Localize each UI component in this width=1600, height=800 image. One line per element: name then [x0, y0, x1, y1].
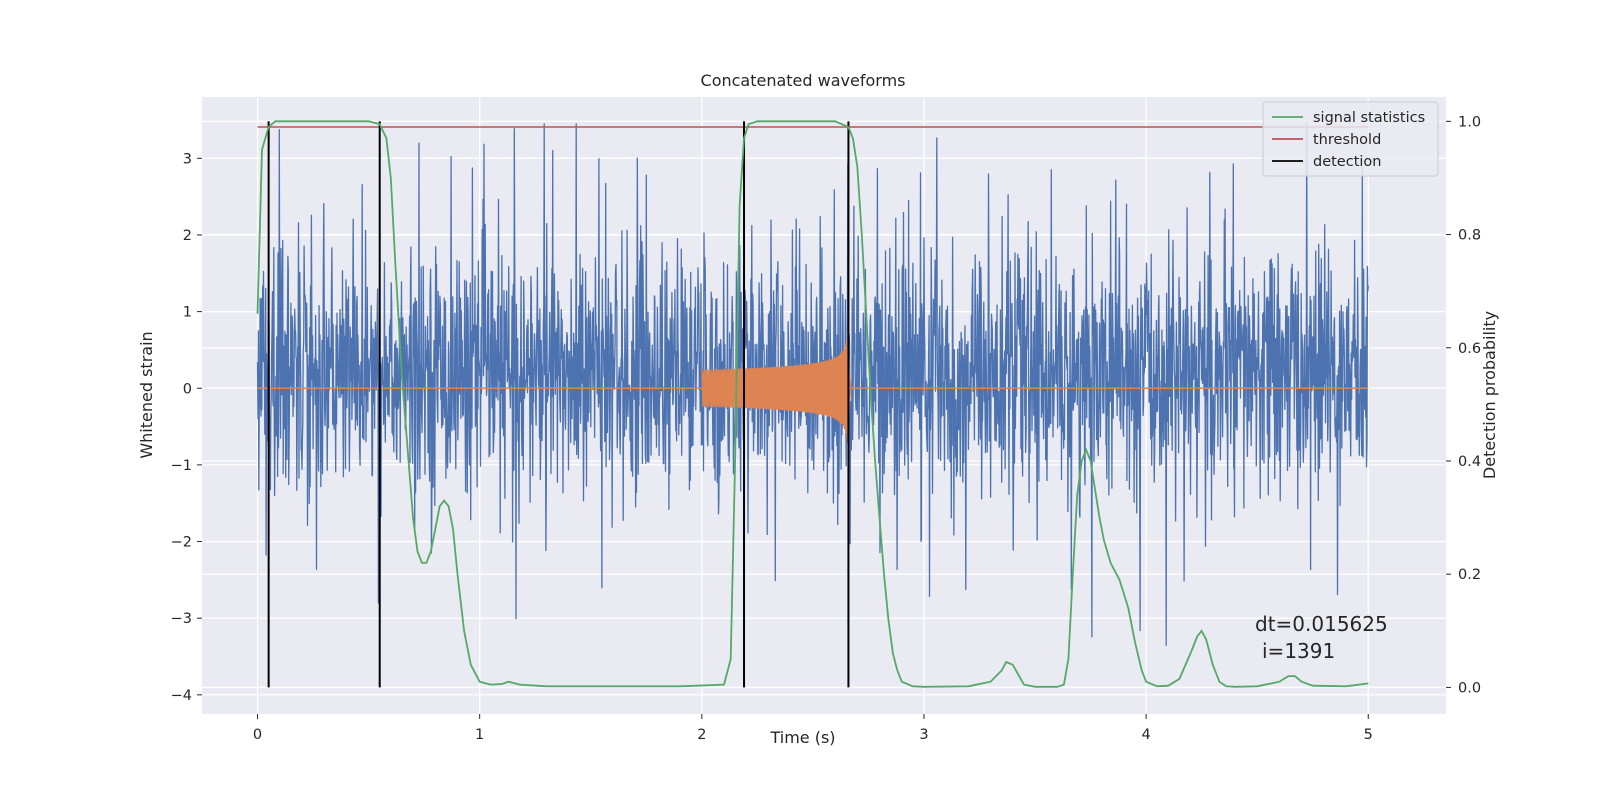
- data-layer: [256, 120, 1369, 688]
- x-tick-label: 2: [697, 727, 706, 743]
- x-tick-label: 1: [475, 727, 484, 743]
- y-tick-label: −1: [171, 458, 192, 474]
- x-tick-label: 5: [1364, 727, 1373, 743]
- y-tick-label: 1: [183, 305, 192, 321]
- signal-statistics-series: [256, 120, 1369, 688]
- y-tick-label: 3: [183, 151, 192, 167]
- detection-lines: [267, 121, 850, 688]
- strain-noise-series: [256, 123, 1369, 646]
- legend-label-signal-statistics: signal statistics: [1313, 110, 1425, 126]
- annotation-dt: dt=0.015625: [1255, 612, 1388, 636]
- y2-tick-label: 0.8: [1458, 228, 1481, 244]
- x-axis-label: Time (s): [769, 728, 835, 747]
- y-tick-label: 0: [183, 381, 192, 397]
- y-tick-label: −4: [171, 688, 192, 704]
- x-tick-label: 4: [1141, 727, 1150, 743]
- y2-tick-label: 0.0: [1458, 680, 1481, 696]
- y2-tick-label: 0.6: [1458, 341, 1481, 357]
- legend: signal statistics threshold detection: [1262, 101, 1439, 177]
- axis-ticks: 0 1 2 3 4 5 −4 −3 −2 −1 0 1 2 3 0.0 0.2 0.4 0.6 0.8 1.0: [171, 114, 1481, 743]
- x-tick-label: 0: [253, 727, 262, 743]
- annotation-index: i=1391: [1262, 639, 1335, 663]
- chart-title: Concatenated waveforms: [701, 71, 906, 90]
- legend-label-threshold: threshold: [1313, 132, 1381, 148]
- legend-label-detection: detection: [1313, 154, 1381, 170]
- x-tick-label: 3: [919, 727, 928, 743]
- y2-tick-label: 0.2: [1458, 567, 1481, 583]
- y2-tick-label: 0.4: [1458, 454, 1481, 470]
- y-tick-label: 2: [183, 228, 192, 244]
- y-tick-label: −2: [171, 535, 192, 551]
- y-axis-label: Whitened strain: [137, 331, 156, 458]
- y2-axis-label: Detection probability: [1480, 311, 1499, 479]
- y-tick-label: −3: [171, 611, 192, 627]
- y2-tick-label: 1.0: [1458, 114, 1481, 130]
- injected-chirp-series: [701, 331, 852, 460]
- legend-box: [1262, 101, 1439, 177]
- grid: [202, 97, 1446, 714]
